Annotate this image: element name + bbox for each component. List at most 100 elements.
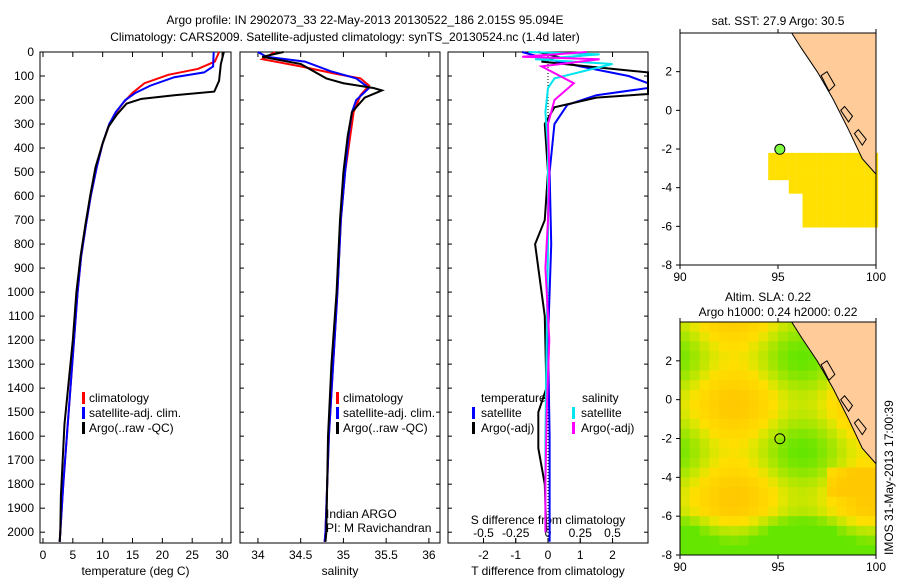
sla-cell <box>866 506 877 517</box>
legend-label: satellite <box>481 406 522 420</box>
sst-cell <box>829 207 837 214</box>
sla-cell <box>689 457 701 469</box>
sla-cell <box>787 496 799 507</box>
x-tick-label: 34.5 <box>289 548 313 562</box>
sla-cell <box>709 399 720 410</box>
sla-cell <box>699 516 710 527</box>
sla-cell <box>680 457 691 469</box>
lat-tick-label: -8 <box>661 548 672 562</box>
sla-cell <box>729 506 740 517</box>
sst-cell <box>829 193 837 201</box>
sla-cell <box>729 448 740 459</box>
sla-cell <box>827 477 838 488</box>
sla-cell <box>778 467 789 478</box>
sla-cell <box>680 506 691 517</box>
sla-cell <box>709 419 720 430</box>
sla-cell <box>797 380 808 391</box>
sla-cell <box>827 467 838 478</box>
sla-cell <box>738 389 750 401</box>
sst-cell <box>850 159 858 167</box>
sla-cell <box>689 545 701 556</box>
sst-cell <box>775 152 783 160</box>
sla-cell <box>846 535 857 546</box>
sla-cell <box>729 457 740 469</box>
sla-cell <box>768 467 779 478</box>
sla-cell <box>807 351 818 362</box>
y-tick-label: 100 <box>14 69 34 83</box>
sla-cell <box>787 506 799 517</box>
sla-cell <box>836 467 848 478</box>
sst-cell <box>768 166 776 174</box>
sla-cell <box>699 409 710 420</box>
sla-cell <box>709 496 720 507</box>
sla-cell <box>719 448 730 459</box>
sla-cell <box>778 438 789 449</box>
sla-cell <box>797 487 808 498</box>
y-tick-label: 1400 <box>7 381 34 395</box>
sst-cell <box>816 220 824 228</box>
sla-cell <box>699 370 710 381</box>
sst-cell <box>829 166 837 174</box>
sla-cell <box>709 360 720 372</box>
y-tick-label: 1700 <box>7 453 34 467</box>
sla-cell <box>866 467 877 478</box>
x-tick-label: 35.5 <box>374 548 398 562</box>
x-axis-label: T difference from climatology <box>471 564 625 578</box>
sst-cell <box>788 179 796 187</box>
sla-cell <box>729 438 740 449</box>
sla-cell <box>827 399 838 410</box>
sla-cell <box>709 370 720 381</box>
legend-label: Argo(..raw -QC) <box>343 421 428 435</box>
sla-cell <box>778 351 789 362</box>
sla-cell <box>797 477 808 488</box>
sst-cell <box>816 159 824 167</box>
y-tick-label: 1300 <box>7 357 34 371</box>
sst-cell <box>871 173 879 181</box>
argo-position-marker <box>774 143 786 155</box>
sla-cell <box>738 360 750 372</box>
sst-cell <box>775 166 783 174</box>
sst-cell <box>816 213 824 221</box>
sst-cell <box>843 220 851 228</box>
sla-cell <box>758 457 769 469</box>
sla-cell <box>827 448 838 459</box>
sst-map-title: sat. SST: 27.9 Argo: 30.5 <box>712 14 845 28</box>
sla-cell <box>719 525 730 537</box>
sla-cell <box>846 448 857 459</box>
panel-temperature: 0 5 10 15 20 25 300100200300400500600700800900… <box>7 45 232 578</box>
sst-cell <box>802 166 810 174</box>
sst-cell <box>871 200 879 208</box>
x-axis-label: temperature (deg C) <box>81 564 189 578</box>
sla-cell <box>836 535 848 546</box>
sla-cell <box>778 457 789 469</box>
sla-cell <box>699 457 710 469</box>
sla-cell <box>778 535 789 546</box>
sst-cell <box>864 166 872 174</box>
sla-cell <box>778 428 789 439</box>
sla-cell <box>787 467 799 478</box>
sla-cell <box>797 360 808 372</box>
sla-cell <box>807 438 818 449</box>
lon-tick-label: 90 <box>673 270 687 284</box>
sla-cell <box>729 467 740 478</box>
sla-cell <box>787 380 799 391</box>
island <box>840 105 854 123</box>
sla-cell <box>738 545 750 556</box>
sla-cell <box>836 409 848 420</box>
x-tick-label: 2 <box>609 548 616 562</box>
sla-cell <box>817 535 828 546</box>
sst-cell <box>802 173 810 181</box>
sla-cell <box>797 409 808 420</box>
sla-cell <box>719 380 730 391</box>
sla-cell <box>699 380 710 391</box>
sla-cell <box>787 389 799 401</box>
sla-cell <box>689 448 701 459</box>
island <box>853 418 867 436</box>
sla-cell <box>836 457 848 469</box>
legend-label: Argo(-adj) <box>481 421 534 435</box>
sla-cell <box>748 341 759 352</box>
sla-cell <box>709 322 720 333</box>
sla-cell <box>856 448 867 459</box>
sla-cell <box>719 351 730 362</box>
